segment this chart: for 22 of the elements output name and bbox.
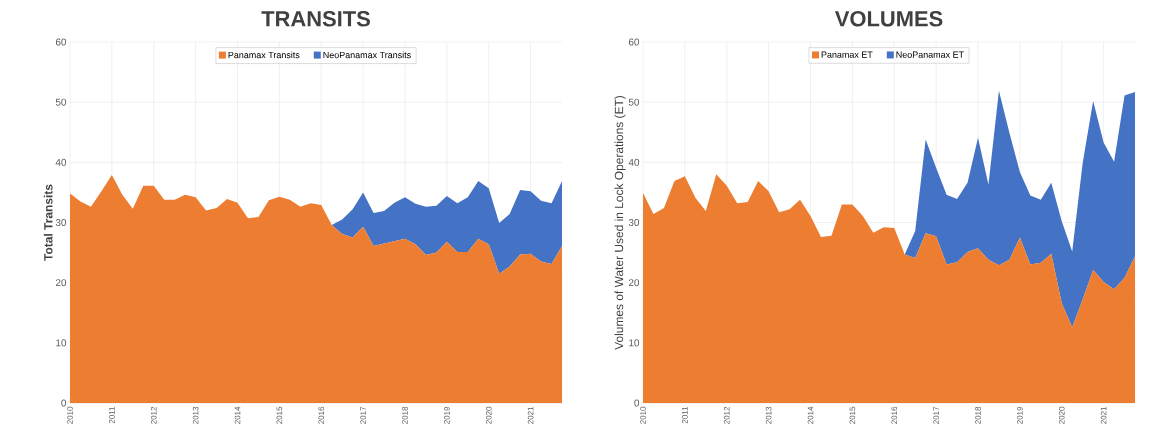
chart-title: VOLUMES <box>834 10 943 27</box>
y-tick-label: 50 <box>55 98 67 106</box>
y-tick-label: 0 <box>634 399 640 407</box>
y-tick-label: 20 <box>628 279 640 287</box>
chart-title: TRANSITS <box>261 10 370 27</box>
y-axis-title: Total Transits <box>43 184 53 261</box>
y-tick-label: 0 <box>61 399 67 407</box>
y-tick-label: 60 <box>628 38 640 46</box>
y-tick-label: 40 <box>55 158 67 166</box>
legend-label: NeoPanamax Transits <box>323 51 411 59</box>
y-tick-label: 10 <box>56 339 67 347</box>
y-axis-title: Volumes of Water Used in Lock Operations (ET) <box>614 95 626 350</box>
y-tick-label: 30 <box>628 218 640 227</box>
y-tick-label: 40 <box>628 158 640 166</box>
y-tick-label: 10 <box>629 339 640 347</box>
legend-label: Panamax ET <box>821 51 873 58</box>
y-tick-label: 30 <box>55 218 67 227</box>
y-tick-label: 60 <box>55 38 67 46</box>
y-tick-label: 20 <box>55 279 67 287</box>
legend-label: Panamax Transits <box>228 51 300 59</box>
y-tick-label: 50 <box>628 98 640 106</box>
legend-label: NeoPanamax ET <box>896 51 964 58</box>
